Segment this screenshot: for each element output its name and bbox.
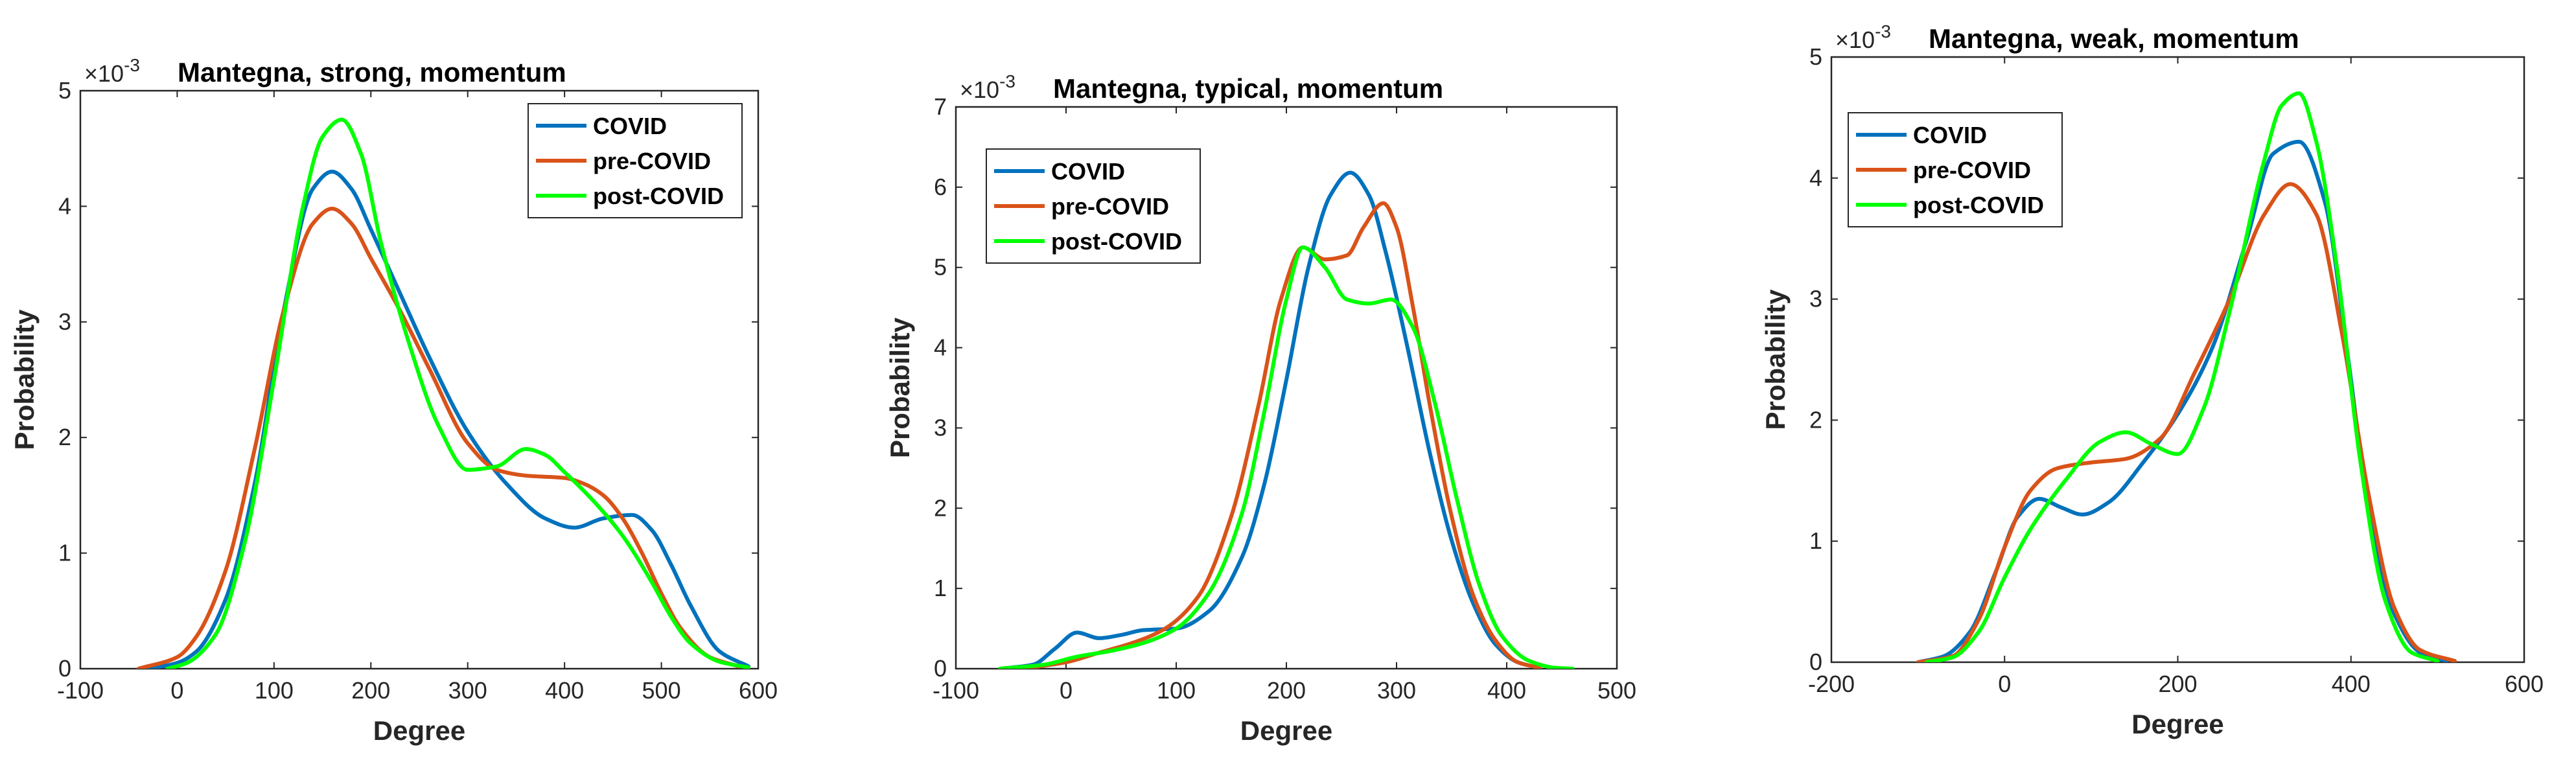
y-tick-label: 1 (58, 540, 71, 566)
y-tick-label: 0 (934, 655, 947, 682)
y-tick-label: 4 (58, 192, 71, 219)
y-tick-label: 4 (934, 334, 947, 361)
x-tick-label: 300 (1377, 677, 1416, 704)
series-line-covid (146, 169, 751, 669)
x-tick-label: 400 (2332, 671, 2371, 697)
series-line-covid (998, 170, 1542, 669)
y-tick-label: 3 (1809, 286, 1822, 312)
x-tick-label: 600 (739, 677, 778, 704)
legend-entry: post-COVID (1051, 228, 1182, 255)
x-axis-label: Degree (373, 715, 465, 746)
x-tick-label: 0 (1998, 671, 2011, 697)
x-axis-label: Degree (1240, 715, 1332, 746)
y-exponent-power: -3 (124, 55, 140, 75)
y-tick-label: 1 (1809, 527, 1822, 554)
y-tick-label: 5 (58, 77, 71, 104)
y-tick-label: 2 (58, 424, 71, 450)
x-tick-label: 100 (255, 677, 294, 704)
y-axis-label: Probability (885, 317, 915, 458)
x-tick-label: 200 (2158, 671, 2197, 697)
x-tick-label: 400 (1487, 677, 1526, 704)
y-axis-label: Probability (1760, 289, 1791, 430)
y-tick-label: 2 (934, 494, 947, 521)
x-tick-label: 0 (1060, 677, 1073, 704)
legend-entry: pre-COVID (1913, 157, 2031, 183)
y-tick-label: 4 (1809, 165, 1822, 191)
series-line-post-covid (998, 245, 1575, 669)
legend-entry: pre-COVID (593, 148, 711, 174)
legend: COVID pre-COVID post-COVID (986, 148, 1201, 264)
x-tick-label: 300 (448, 677, 487, 704)
x-tick-label: 500 (1597, 677, 1636, 704)
series-line-pre-covid (136, 206, 741, 669)
x-tick-label: -200 (1808, 671, 1855, 697)
x-tick-label: 200 (1267, 677, 1306, 704)
x-tick-label: 200 (351, 677, 390, 704)
y-exponent-label: ×10-3 (960, 71, 1015, 103)
y-tick-label: 0 (58, 655, 71, 682)
series-line-pre-covid (1020, 201, 1542, 669)
y-tick-label: 1 (934, 575, 947, 601)
y-axis-label: Probability (9, 309, 40, 450)
legend-entry: COVID (593, 113, 667, 139)
x-tick-label: -100 (57, 677, 104, 704)
legend-entry: post-COVID (1913, 192, 2044, 218)
series-line-post-covid (165, 117, 751, 669)
x-tick-label: 0 (170, 677, 183, 704)
y-exponent-power: -3 (1875, 21, 1891, 41)
y-exponent-power: -3 (999, 71, 1015, 91)
y-tick-label: 0 (1809, 649, 1822, 675)
series-line-post-covid (1924, 91, 2440, 662)
y-tick-label: 5 (934, 254, 947, 281)
legend-entry: post-COVID (593, 183, 724, 209)
legend-box (1848, 112, 2063, 227)
series-line-pre-covid (1916, 182, 2457, 662)
y-tick-label: 7 (934, 93, 947, 120)
x-tick-label: 100 (1157, 677, 1196, 704)
y-tick-label: 6 (934, 174, 947, 200)
legend-entry: COVID (1913, 122, 1987, 148)
x-tick-label: 600 (2505, 671, 2544, 697)
y-tick-label: 3 (58, 308, 71, 335)
chart-title: Mantegna, typical, momentum (1053, 73, 1443, 104)
y-tick-label: 5 (1809, 43, 1822, 70)
x-axis-label: Degree (2131, 709, 2223, 739)
y-exponent-label: ×10-3 (84, 55, 140, 87)
x-tick-label: 500 (642, 677, 681, 704)
y-tick-label: 3 (934, 414, 947, 441)
legend: COVID pre-COVID post-COVID (528, 103, 743, 218)
y-exponent-label: ×10-3 (1835, 21, 1891, 53)
x-tick-label: -100 (933, 677, 979, 704)
y-tick-label: 2 (1809, 406, 1822, 433)
legend-entry: pre-COVID (1051, 193, 1169, 220)
chart-title: Mantegna, weak, momentum (1929, 23, 2299, 54)
x-tick-label: 400 (545, 677, 584, 704)
chart-title: Mantegna, strong, momentum (178, 57, 566, 87)
legend: COVID pre-COVID post-COVID (1848, 112, 2063, 227)
legend-entry: COVID (1051, 158, 1125, 185)
